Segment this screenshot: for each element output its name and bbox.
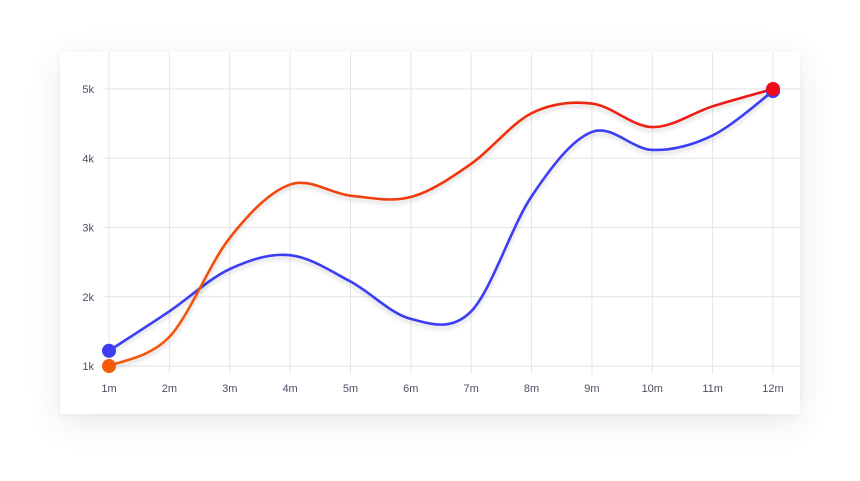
x-tick-label: 8m (524, 383, 539, 395)
y-tick-label: 4k (82, 153, 94, 165)
series-1-start-point (102, 359, 116, 373)
x-tick-label: 4m (282, 383, 297, 395)
x-tick-label: 10m (642, 383, 663, 395)
x-tick-label: 9m (584, 383, 599, 395)
series-layer (107, 87, 775, 368)
y-axis-ticks: 1k 2k 3k 4k 5k (82, 84, 94, 373)
x-tick-label: 5m (343, 383, 358, 395)
x-tick-label: 11m (702, 383, 723, 395)
end-points (102, 82, 780, 373)
x-tick-label: 6m (403, 383, 418, 395)
series-0-start-point (102, 343, 116, 358)
y-tick-label: 5k (82, 84, 94, 96)
grid-lines (103, 52, 800, 374)
chart-card (60, 52, 800, 414)
x-tick-label: 3m (222, 383, 237, 395)
x-axis-ticks: 1m 2m 3m 4m 5m 6m 7m 8m 9m 10m 11m 12m (101, 383, 783, 395)
series-line-1 (107, 87, 775, 368)
x-tick-label: 1m (101, 383, 116, 395)
y-tick-label: 1k (82, 361, 94, 373)
y-tick-label: 2k (82, 292, 94, 304)
x-tick-label: 12m (762, 383, 783, 395)
series-1-end-point (766, 82, 780, 96)
x-tick-label: 2m (162, 383, 177, 395)
x-tick-label: 7m (464, 383, 479, 395)
series-line-0 (107, 89, 775, 353)
y-tick-label: 3k (82, 223, 94, 235)
